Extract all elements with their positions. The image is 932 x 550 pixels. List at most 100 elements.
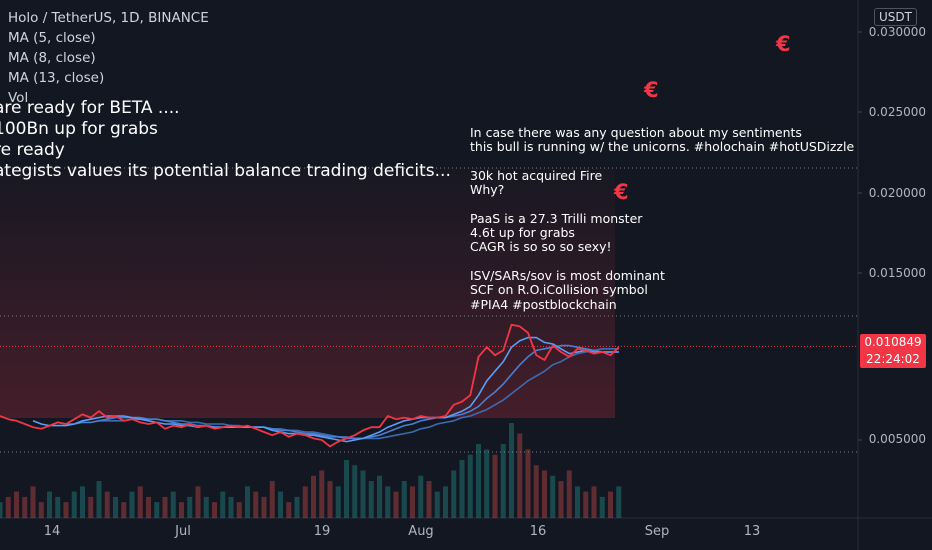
volume-bar bbox=[236, 502, 242, 518]
volume-bar bbox=[418, 475, 424, 518]
x-tick-label: 16 bbox=[529, 524, 547, 539]
volume-bar bbox=[113, 496, 118, 518]
x-tick-label: Jul bbox=[175, 524, 191, 539]
y-tick-label: 0.030000 bbox=[868, 25, 926, 39]
overlay-line: 100Bn up for grabs bbox=[0, 119, 158, 139]
volume-bar bbox=[616, 486, 622, 518]
x-tick-label: Aug bbox=[408, 524, 434, 539]
volume-bar bbox=[96, 481, 102, 518]
x-tick-label: 13 bbox=[743, 524, 761, 539]
volume-bar bbox=[179, 502, 184, 518]
volume-bar bbox=[550, 475, 556, 518]
note-line bbox=[470, 155, 854, 169]
volume-bar bbox=[509, 423, 514, 518]
volume-bar bbox=[0, 502, 3, 518]
volume-bar bbox=[377, 475, 382, 518]
volume-bar bbox=[500, 444, 506, 518]
note-line: PaaS is a 27.3 Trilli monster bbox=[470, 210, 643, 226]
volume-bar bbox=[203, 496, 209, 518]
volume-bar bbox=[286, 502, 292, 518]
x-tick-label: 19 bbox=[313, 524, 331, 539]
y-tick-label: 0.015000 bbox=[868, 266, 926, 280]
symbol-title[interactable]: Holo / TetherUS, 1D, BINANCE bbox=[8, 10, 209, 26]
volume-bar bbox=[525, 449, 531, 518]
annotation-note[interactable]: In case there was any question about my … bbox=[470, 125, 855, 312]
x-tick-label: 14 bbox=[43, 524, 61, 539]
volume-bar bbox=[195, 486, 201, 518]
y-tick-label: 0.020000 bbox=[868, 186, 926, 200]
volume-bar bbox=[426, 481, 432, 518]
currency-selector[interactable]: USDT bbox=[874, 8, 917, 26]
chart-legend: Holo / TetherUS, 1D, BINANCE MA (5, clos… bbox=[8, 8, 209, 108]
note-line bbox=[470, 197, 854, 211]
volume-bar bbox=[583, 491, 589, 518]
volume-bar bbox=[80, 486, 85, 518]
y-tick-label: 0.005000 bbox=[868, 432, 926, 446]
volume-bar bbox=[558, 481, 564, 518]
volume-bar bbox=[393, 491, 399, 518]
volume-bar bbox=[261, 496, 267, 518]
volume-bar bbox=[47, 491, 52, 518]
note-line bbox=[470, 255, 854, 269]
volume-bar bbox=[459, 459, 465, 518]
volume-bar bbox=[162, 496, 168, 518]
volume-bar bbox=[344, 459, 349, 518]
euro-icon[interactable]: € bbox=[614, 180, 629, 204]
note-line: this bull is running w/ the unicorns. #h… bbox=[470, 139, 855, 155]
indicator-ma13[interactable]: MA (13, close) bbox=[8, 70, 105, 86]
volume-bar bbox=[476, 444, 481, 518]
volume-bar bbox=[294, 496, 300, 518]
volume-bar bbox=[401, 481, 407, 518]
volume-bar bbox=[121, 502, 127, 518]
indicator-ma8[interactable]: MA (8, close) bbox=[8, 50, 96, 66]
volume-bar bbox=[253, 491, 259, 518]
indicator-ma5[interactable]: MA (5, close) bbox=[8, 30, 96, 46]
volume-bar bbox=[492, 454, 498, 518]
indicator-vol[interactable]: Vol bbox=[8, 90, 29, 106]
volume-bar bbox=[30, 486, 36, 518]
volume-bar bbox=[599, 496, 605, 518]
volume-bar bbox=[228, 496, 234, 518]
volume-bar bbox=[335, 486, 341, 518]
volume-bar bbox=[319, 470, 325, 518]
note-line: CAGR is so so so sexy! bbox=[470, 239, 612, 255]
volume-bar bbox=[5, 496, 11, 518]
volume-bar bbox=[517, 433, 523, 518]
volume-bar bbox=[71, 491, 77, 518]
y-tick-label: 0.025000 bbox=[868, 105, 926, 119]
volume-bar bbox=[170, 491, 176, 518]
volume-bar bbox=[575, 486, 580, 518]
volume-bar bbox=[220, 491, 226, 518]
volume-bar bbox=[467, 454, 473, 518]
volume-bar bbox=[14, 491, 19, 518]
volume-bar bbox=[187, 496, 193, 518]
volume-bar bbox=[451, 470, 457, 518]
volume-bar bbox=[104, 491, 110, 518]
volume-bar bbox=[245, 486, 250, 518]
volume-bar bbox=[55, 496, 61, 518]
note-line: SCF on R.O.iCollision symbol bbox=[470, 282, 648, 298]
overlay-text: are ready for BETA .... 100Bn up for gra… bbox=[0, 98, 451, 182]
volume-bar bbox=[311, 475, 316, 518]
volume-bar bbox=[608, 491, 613, 518]
volume-bar bbox=[533, 465, 539, 518]
volume-bar bbox=[88, 496, 94, 518]
volume-bar bbox=[327, 481, 333, 518]
volume-bar bbox=[146, 496, 151, 518]
overlay-line: re ready bbox=[0, 140, 65, 160]
euro-icon[interactable]: € bbox=[644, 78, 659, 102]
note-line: In case there was any question about my … bbox=[470, 125, 802, 140]
volume-bar bbox=[63, 502, 69, 518]
note-line: #PIA4 #postblockchain bbox=[470, 296, 617, 312]
ma8-line bbox=[57, 344, 619, 440]
euro-icon[interactable]: € bbox=[776, 32, 791, 56]
last-price-value: 0.010849 bbox=[864, 335, 922, 349]
volume-bar bbox=[443, 486, 448, 518]
volume-bar bbox=[566, 470, 572, 518]
volume-bar bbox=[368, 481, 374, 518]
volume-bar bbox=[484, 449, 490, 518]
overlay-line: ategists values its potential balance tr… bbox=[0, 161, 451, 181]
note-line: 4.6t up for grabs bbox=[470, 225, 575, 241]
